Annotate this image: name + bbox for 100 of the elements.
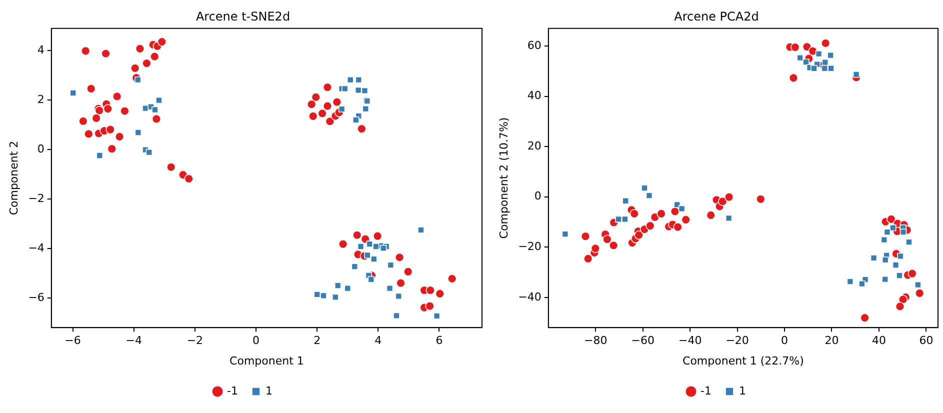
point [150,52,160,62]
point [96,152,104,159]
point [184,174,194,184]
point [815,50,822,58]
y-tick-label: 4 [37,44,44,57]
y-tick-label: −4 [28,241,44,254]
point [718,196,728,206]
point [352,116,360,124]
point [447,274,457,284]
point [92,114,101,123]
point [426,286,435,295]
point [355,76,362,84]
y-tick-label: 2 [37,92,44,106]
point [361,87,368,94]
y-tick-label: 0 [37,142,44,156]
point [622,216,628,223]
point [562,230,569,238]
point [810,65,818,72]
point [580,232,590,241]
point [433,312,440,320]
point [886,214,896,224]
x-tick-label: 6 [436,334,443,348]
point [157,37,167,46]
point [320,292,327,300]
point [134,76,142,84]
point [674,201,680,208]
point [670,206,680,216]
point [425,301,434,311]
point [892,262,900,268]
point [678,205,686,212]
point [134,129,142,136]
point [366,240,373,248]
point [882,276,888,283]
point [86,84,96,94]
x-tick-label: 0 [781,334,788,348]
point [364,252,371,259]
point [852,71,860,78]
point [362,105,370,112]
point [357,124,366,134]
point [130,64,140,73]
x-tick-label: 4 [374,334,382,348]
point [821,38,830,48]
point [81,46,90,56]
point [325,116,335,126]
point [396,278,406,288]
point [70,90,76,96]
point [387,262,394,268]
point [435,289,444,298]
point [646,221,655,230]
point [112,92,122,101]
point [898,294,908,304]
point [395,292,402,300]
point [370,256,378,262]
point [788,73,798,83]
point [120,106,130,116]
point [135,44,145,54]
point [646,192,653,199]
point [796,54,804,62]
point [602,234,612,244]
point [858,280,866,288]
x-tick-label: 2 [314,334,321,348]
point [673,222,682,232]
point [681,215,690,224]
point [641,184,648,192]
point [882,256,889,264]
y-axis-title: Component 2 (10.7%) [497,117,510,239]
point [706,210,716,220]
point [615,216,622,223]
x-tick-label: −80 [584,334,608,348]
point [114,132,124,142]
point [156,96,162,104]
x-axis-title: Component 1 (22.7%) [682,354,804,368]
point [583,254,593,264]
point [338,106,346,112]
point [418,226,424,234]
point [322,82,332,92]
point [756,194,766,204]
point [338,239,348,249]
y-tick-label: 40 [527,89,542,102]
point [394,252,404,262]
y-tick-label: −2 [28,192,44,205]
point [880,236,888,244]
y-tick-label: 20 [527,139,542,152]
point [656,209,666,218]
point [322,101,332,111]
y-axis-title: Component 2 [7,140,20,216]
point [630,209,639,218]
point [896,272,903,279]
point [352,230,362,240]
point [802,58,810,66]
y-tick-label: −40 [518,290,542,304]
point [725,214,732,222]
y-tick-label: 0 [534,190,542,203]
point [386,284,394,292]
y-tick-label: −6 [28,290,44,304]
legend-label: -1 [700,384,712,398]
point [78,116,88,126]
point [152,106,158,114]
point [634,230,644,240]
point [318,108,327,118]
